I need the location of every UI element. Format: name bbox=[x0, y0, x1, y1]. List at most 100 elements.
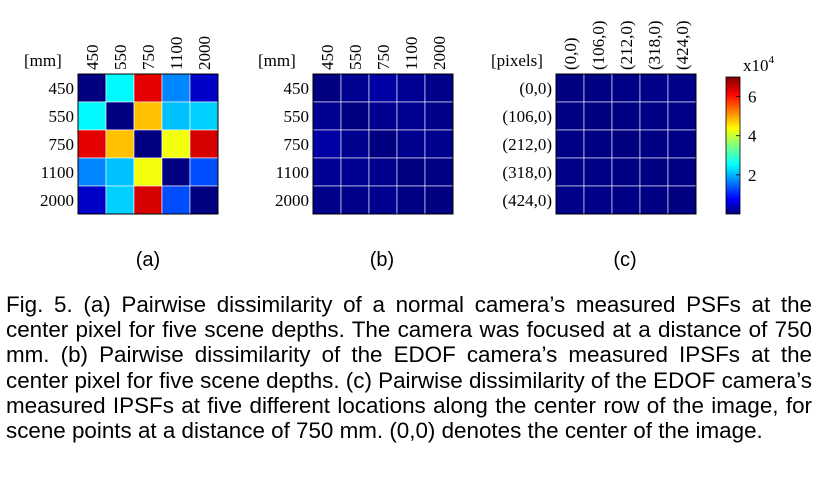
row-label: 750 bbox=[49, 135, 75, 154]
column-label: 750 bbox=[374, 45, 393, 71]
unit-label: [mm] bbox=[24, 51, 62, 70]
heatmap-cell-r2-c5 bbox=[424, 101, 454, 131]
heatmap-cell-r1-c3 bbox=[368, 73, 398, 103]
column-label: (318,0) bbox=[645, 20, 664, 70]
column-label: (424,0) bbox=[673, 20, 692, 70]
row-label: 1100 bbox=[41, 163, 74, 182]
unit-label: [pixels] bbox=[491, 51, 543, 70]
heatmap-cell-r5-c2 bbox=[105, 185, 135, 215]
heatmap-cell-r3-c3 bbox=[133, 129, 163, 159]
heatmap-cell-r4-c3 bbox=[133, 157, 163, 187]
row-label: 550 bbox=[49, 107, 75, 126]
heatmap-cell-r4-c2 bbox=[583, 157, 613, 187]
heatmap-cell-r4-c4 bbox=[161, 157, 191, 187]
heatmap-cell-r1-c5 bbox=[189, 73, 219, 103]
column-label: 450 bbox=[318, 45, 337, 71]
heatmap-cell-r3-c1 bbox=[77, 129, 107, 159]
heatmap-cell-r3-c3 bbox=[611, 129, 641, 159]
heatmap-cell-r2-c1 bbox=[555, 101, 585, 131]
row-label: 1100 bbox=[276, 163, 309, 182]
heatmap-cell-r1-c2 bbox=[583, 73, 613, 103]
row-label: 450 bbox=[284, 79, 310, 98]
colorbar-tick-label: 2 bbox=[748, 166, 757, 185]
heatmap-cell-r5-c5 bbox=[424, 185, 454, 215]
heatmap-border bbox=[555, 73, 697, 215]
heatmap-cell-r2-c4 bbox=[639, 101, 669, 131]
heatmap-cell-r4-c5 bbox=[189, 157, 219, 187]
column-label: (212,0) bbox=[617, 20, 636, 70]
row-label: (212,0) bbox=[502, 135, 552, 154]
row-label: (0,0) bbox=[519, 79, 552, 98]
row-label: (106,0) bbox=[502, 107, 552, 126]
colorbar-gradient bbox=[725, 76, 741, 215]
heatmap-panel-1: 450 550 750 1100 2000 450 550 750 1100 2000 [mm] (a… bbox=[24, 36, 219, 271]
heatmap-cell-r1-c3 bbox=[133, 73, 163, 103]
heatmap-cell-r1-c2 bbox=[105, 73, 135, 103]
heatmap-cell-r3-c5 bbox=[424, 129, 454, 159]
heatmap-cell-r2-c2 bbox=[340, 101, 370, 131]
heatmap-cell-r2-c5 bbox=[667, 101, 697, 131]
heatmap-cell-r2-c5 bbox=[189, 101, 219, 131]
colorbar-exponent: x104 bbox=[743, 54, 775, 75]
heatmap-cell-r1-c1 bbox=[312, 73, 342, 103]
heatmap-cell-r4-c3 bbox=[368, 157, 398, 187]
heatmap-cell-r1-c4 bbox=[161, 73, 191, 103]
heatmap-cell-r4-c2 bbox=[340, 157, 370, 187]
colorbar-tick-label: 6 bbox=[748, 88, 757, 107]
heatmap-cell-r2-c1 bbox=[312, 101, 342, 131]
heatmap-cell-r3-c5 bbox=[189, 129, 219, 159]
row-label: 750 bbox=[284, 135, 310, 154]
heatmap-cell-r3-c2 bbox=[583, 129, 613, 159]
row-label: 550 bbox=[284, 107, 310, 126]
heatmap-cell-r5-c2 bbox=[340, 185, 370, 215]
column-label: 450 bbox=[83, 45, 102, 71]
heatmap-cell-r5-c3 bbox=[133, 185, 163, 215]
heatmap-cell-r2-c3 bbox=[133, 101, 163, 131]
heatmap-cell-r2-c2 bbox=[105, 101, 135, 131]
panel-label: (b) bbox=[370, 249, 394, 271]
row-label: 2000 bbox=[275, 191, 309, 210]
column-label: 750 bbox=[139, 45, 158, 71]
heatmap-cell-r4-c5 bbox=[424, 157, 454, 187]
heatmap-cell-r4-c4 bbox=[396, 157, 426, 187]
heatmap-cell-r1-c1 bbox=[555, 73, 585, 103]
column-label: 2000 bbox=[195, 36, 214, 70]
heatmap-cell-r3-c3 bbox=[368, 129, 398, 159]
heatmap-cell-r3-c4 bbox=[639, 129, 669, 159]
heatmap-cell-r4-c2 bbox=[105, 157, 135, 187]
heatmap-cell-r1-c4 bbox=[639, 73, 669, 103]
heatmap-cell-r4-c4 bbox=[639, 157, 669, 187]
heatmap-cell-r5-c4 bbox=[396, 185, 426, 215]
heatmap-cell-r5-c4 bbox=[161, 185, 191, 215]
heatmap-border bbox=[312, 73, 454, 215]
heatmap-cell-r3-c2 bbox=[105, 129, 135, 159]
heatmap-cell-r2-c3 bbox=[368, 101, 398, 131]
heatmap-cell-r5-c5 bbox=[189, 185, 219, 215]
heatmap-cell-r5-c3 bbox=[368, 185, 398, 215]
heatmap-cell-r1-c1 bbox=[77, 73, 107, 103]
heatmap-cell-r5-c4 bbox=[639, 185, 669, 215]
panel-label: (c) bbox=[613, 249, 636, 271]
colorbar-tick-label: 4 bbox=[748, 127, 757, 146]
row-label: 2000 bbox=[40, 191, 74, 210]
column-label: (106,0) bbox=[589, 20, 608, 70]
heatmap-cell-r3-c2 bbox=[340, 129, 370, 159]
heatmap-cell-r3-c4 bbox=[161, 129, 191, 159]
heatmap-cell-r4-c1 bbox=[555, 157, 585, 187]
heatmap-cell-r2-c3 bbox=[611, 101, 641, 131]
heatmap-cell-r3-c1 bbox=[555, 129, 585, 159]
column-label: 1100 bbox=[167, 37, 186, 70]
heatmap-cell-r5-c5 bbox=[667, 185, 697, 215]
heatmap-cell-r4-c3 bbox=[611, 157, 641, 187]
figure-caption: Fig. 5. (a) Pairwise dissimilarity of a … bbox=[6, 292, 812, 443]
heatmap-cell-r4-c1 bbox=[312, 157, 342, 187]
column-label: 550 bbox=[346, 45, 365, 71]
heatmap-cell-r1-c2 bbox=[340, 73, 370, 103]
heatmap-cell-r5-c1 bbox=[312, 185, 342, 215]
panel-label: (a) bbox=[136, 249, 160, 271]
heatmap-cell-r1-c5 bbox=[424, 73, 454, 103]
heatmap-cell-r1-c3 bbox=[611, 73, 641, 103]
heatmap-cell-r1-c5 bbox=[667, 73, 697, 103]
heatmap-cell-r4-c1 bbox=[77, 157, 107, 187]
heatmap-cell-r1-c4 bbox=[396, 73, 426, 103]
